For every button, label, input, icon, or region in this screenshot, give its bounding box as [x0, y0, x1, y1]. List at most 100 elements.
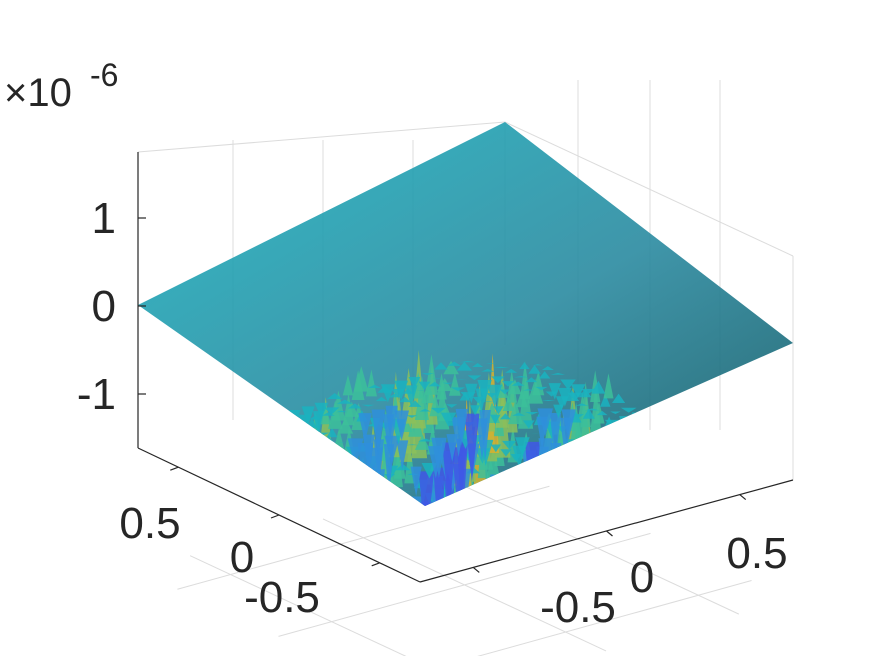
surface-spike: [384, 534, 397, 540]
surface-spike: [525, 377, 538, 383]
surface-spike: [403, 505, 418, 506]
y-tick-label: 0: [230, 533, 254, 582]
surface-spike: [590, 370, 601, 403]
surface-spike: [653, 451, 666, 452]
surface-spike: [611, 471, 623, 506]
surface-spike: [339, 493, 354, 506]
surface-spike: [677, 482, 690, 503]
surface-spike: [549, 492, 565, 503]
surface-spike: [455, 408, 468, 446]
y-tick: [170, 466, 179, 471]
z-tick-label: 1: [92, 194, 116, 243]
surface-spike: [178, 446, 192, 448]
surface-spike: [494, 526, 508, 556]
surface-spike: [403, 552, 413, 557]
surface-spike: [234, 479, 251, 485]
surface-spike: [499, 389, 510, 395]
surface-spike: [419, 526, 430, 540]
surface-spike: [673, 408, 686, 432]
surface-spike: [431, 437, 447, 479]
surface-spike: [360, 472, 373, 506]
surface-spike: [447, 361, 462, 366]
surface-spike: [646, 487, 661, 499]
surface-spike: [665, 448, 681, 453]
surface-spike: [516, 467, 530, 506]
surface-spike: [698, 482, 710, 493]
surface-spike: [229, 471, 243, 473]
surface-spike: [371, 409, 386, 455]
surface-spike: [517, 527, 532, 529]
surface-spike: [535, 386, 548, 391]
surface-spike: [336, 399, 353, 404]
surface-spike: [541, 399, 556, 402]
surface-spike: [474, 541, 489, 546]
surface-spike: [490, 504, 504, 506]
surface-spike: [629, 500, 640, 506]
surface-spike: [539, 371, 551, 379]
surface-spike: [491, 376, 505, 384]
surface-spike: [299, 465, 313, 475]
surface-spike: [487, 513, 502, 517]
surface-spike: [461, 545, 475, 550]
surface-spike: [243, 424, 260, 430]
surface-spike: [434, 362, 448, 370]
surface-spike: [490, 474, 503, 506]
surface-spike: [719, 453, 734, 464]
surface-spike: [601, 511, 615, 526]
surface-spike: [684, 465, 695, 471]
surface-spike: [279, 495, 294, 500]
surface-spike: [417, 510, 430, 545]
surface-spike: [500, 449, 512, 457]
surface-spike: [313, 411, 324, 438]
surface-spike: [312, 440, 326, 454]
surface-spike: [443, 360, 459, 375]
surface-spike: [284, 490, 296, 506]
surface-spike: [470, 405, 481, 416]
surface-spike: [670, 469, 683, 477]
surface-spike: [579, 477, 594, 487]
surface-spike: [275, 443, 289, 477]
surface-spike: [420, 531, 436, 555]
surface-spike: [658, 449, 675, 465]
surface-spike: [349, 468, 364, 506]
surface-spike: [408, 535, 419, 559]
surface-spike: [537, 408, 553, 437]
surface-spike: [600, 394, 611, 407]
surface-spike: [561, 507, 574, 519]
surface-spike: [317, 522, 331, 538]
y-tick: [371, 562, 380, 567]
surface-spike: [483, 521, 498, 526]
surface-spike: [385, 405, 398, 446]
surface-spike: [630, 450, 642, 457]
surface-spike: [391, 547, 404, 551]
surface-spike: [497, 517, 511, 520]
surface-spike: [740, 472, 754, 474]
surface-spike: [412, 556, 423, 557]
surface-spike: [218, 436, 233, 447]
surface-spike: [363, 511, 378, 525]
surface-spike: [259, 455, 273, 460]
surface-spike: [222, 484, 237, 489]
surface-spike: [186, 460, 198, 469]
surface-spike: [525, 530, 537, 540]
surface-spike: [408, 376, 421, 389]
surface-spike: [681, 423, 697, 437]
surface-spike: [446, 404, 458, 408]
surface-spike: [362, 523, 373, 533]
surface-spike: [394, 509, 405, 521]
surface-spike: [470, 525, 485, 528]
surface-spike: [572, 512, 583, 522]
surface-spike: [449, 554, 459, 555]
surface-spike: [413, 538, 429, 548]
surface-spike: [721, 486, 734, 494]
surface-spike: [335, 471, 350, 500]
surface-spike: [258, 485, 274, 499]
surface-spike: [394, 410, 410, 441]
surface-spike: [313, 470, 326, 482]
surface-spike: [384, 503, 397, 506]
surface-spike: [287, 487, 300, 506]
surface-spike: [735, 488, 746, 490]
surface-spike: [321, 412, 335, 416]
z-multiplier-exponent: -6: [90, 57, 118, 93]
surface-spike: [297, 490, 310, 506]
